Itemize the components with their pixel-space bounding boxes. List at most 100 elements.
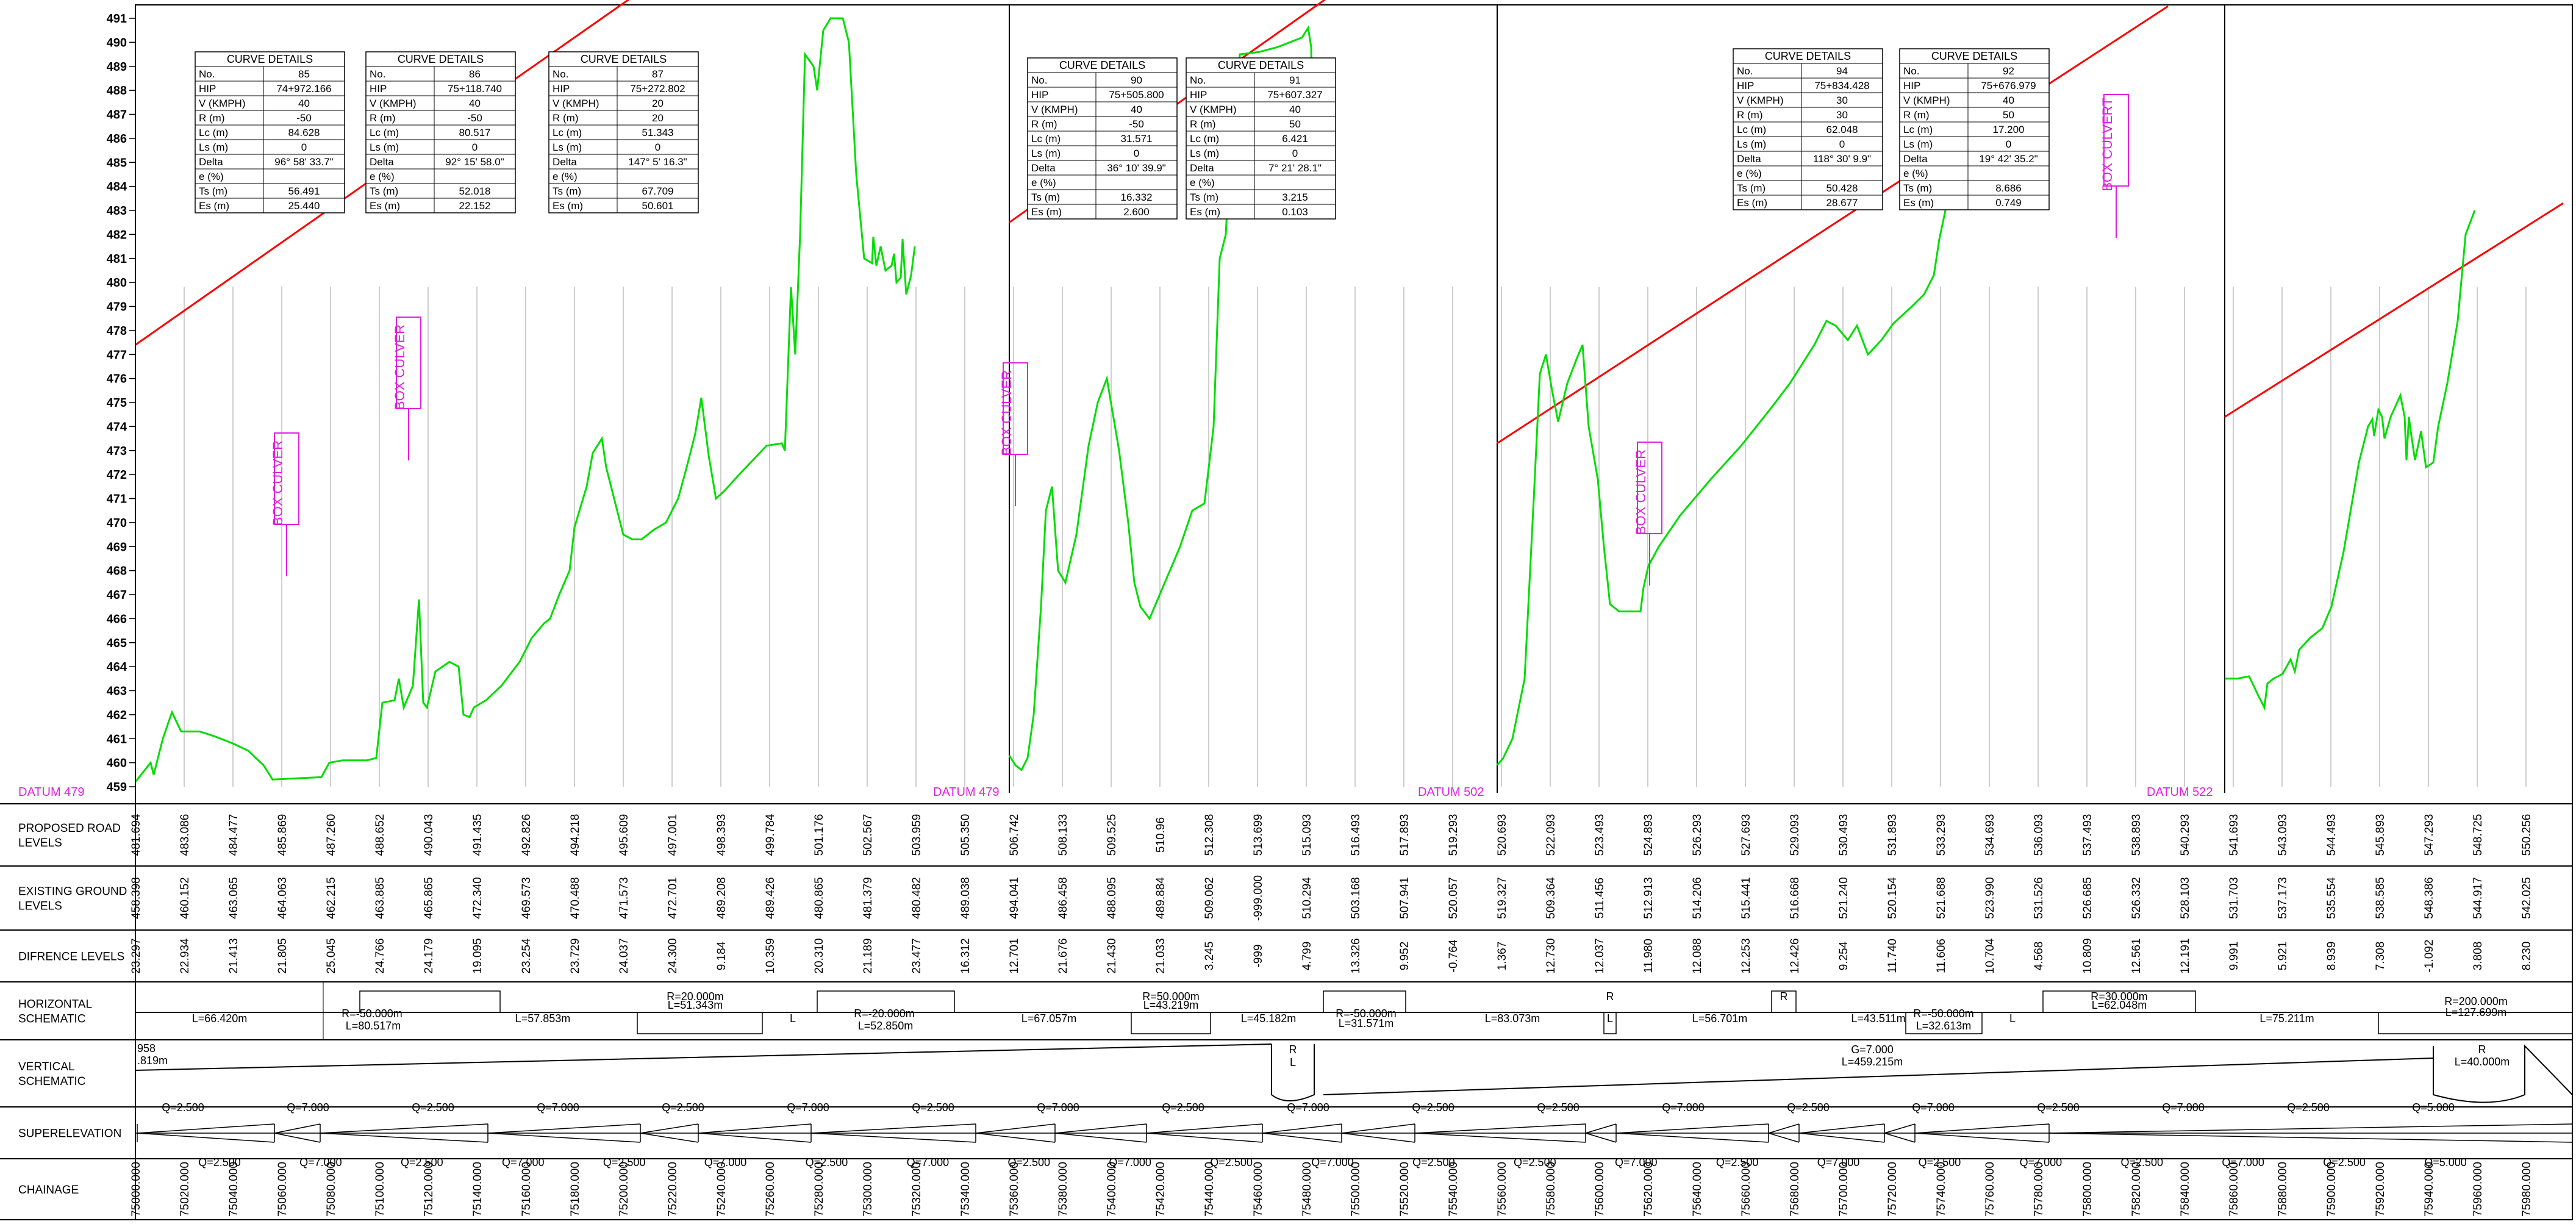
superelevation-slope (487, 1123, 641, 1134)
superelevation-label-top: Q=2.500 (1537, 1101, 1580, 1114)
table-param: Es (m) (553, 200, 583, 212)
proposed-level-value: 550.256 (2521, 814, 2533, 856)
elevation-tick-label: 489 (107, 60, 127, 74)
proposed-level-value: 488.652 (374, 814, 387, 856)
existing-level-value: 480.482 (911, 877, 923, 919)
superelevation-slope (1914, 1123, 2050, 1134)
proposed-level-value: 505.350 (959, 814, 972, 856)
table-value: 67.709 (642, 185, 674, 197)
vertical-schematic-label: L=459.215m (1842, 1056, 1903, 1068)
horizontal-schematic-label: L=83.073m (1485, 1012, 1540, 1025)
difference-level-value: 25.045 (325, 938, 338, 973)
proposed-level-value: 516.493 (1350, 814, 1362, 856)
existing-level-value: 481.379 (862, 877, 875, 919)
table-param: HIP (1737, 80, 1754, 91)
existing-ground-line (2225, 210, 2476, 711)
difference-level-value: 24.300 (667, 938, 679, 973)
superelevation-label-bottom: Q=2.500 (806, 1156, 848, 1169)
difference-level-value: 16.312 (959, 938, 972, 973)
superelevation-label-bottom: Q=2.500 (2120, 1156, 2163, 1169)
horizontal-schematic-label: R=-20.000m (854, 1007, 915, 1020)
existing-level-value: 511.456 (1594, 878, 1606, 918)
proposed-level-value: 503.959 (911, 814, 923, 856)
difference-level-value: 9.952 (1398, 942, 1411, 971)
horizontal-schematic-label: R=-50.000m (1336, 1007, 1397, 1020)
table-param: R (m) (1737, 109, 1762, 121)
difference-level-value: 22.934 (179, 938, 191, 974)
table-param: No. (1903, 65, 1919, 77)
chainage-value: 75780.000 (2033, 1162, 2045, 1217)
chainage-value: 75100.000 (374, 1162, 387, 1217)
table-value: 0 (1134, 148, 1139, 159)
chainage-value: 75080.000 (325, 1162, 338, 1217)
elevation-tick-label: 483 (107, 204, 127, 218)
table-value: 75+272.802 (630, 83, 685, 95)
superelevation-label-bottom: Q=2.500 (1412, 1156, 1455, 1169)
elevation-tick-label: 461 (107, 732, 127, 746)
proposed-level-value: 508.133 (1057, 814, 1070, 856)
chainage-value: 75820.000 (2130, 1162, 2143, 1217)
table-value: 147° 5' 16.3" (628, 156, 687, 168)
elevation-tick-label: 484 (107, 181, 127, 194)
chainage-value: 75240.000 (715, 1162, 728, 1217)
superelevation-label-bottom: Q=2.500 (198, 1156, 241, 1169)
superelevation-label-bottom: Q=2.500 (401, 1156, 443, 1169)
table-value: 28.677 (1826, 197, 1858, 209)
existing-level-value: 486.458 (1057, 877, 1070, 919)
table-value: 16.332 (1121, 191, 1153, 203)
existing-level-value: 531.703 (2228, 877, 2241, 919)
chainage-value: 75620.000 (1642, 1162, 1655, 1217)
difference-level-value: 12.253 (1740, 938, 1753, 973)
table-param: e (%) (199, 171, 224, 182)
elevation-tick-label: 477 (107, 348, 127, 362)
existing-level-value: 509.062 (1203, 877, 1216, 919)
superelevation-slope (698, 1133, 812, 1143)
superelevation-label-top: Q=2.500 (662, 1101, 704, 1114)
superelevation-label-bottom: Q=7.000 (1615, 1156, 1658, 1169)
horizontal-schematic-label: R (1606, 990, 1614, 1003)
band-label: HORIZONTAL (18, 998, 92, 1011)
table-param: V (KMPH) (1737, 95, 1784, 106)
horizontal-curve-box (817, 990, 955, 1013)
existing-level-value: 523.990 (1984, 877, 1997, 919)
chainage-value: 75700.000 (1837, 1162, 1850, 1217)
table-value: 75+118.740 (448, 83, 502, 95)
table-value: 20 (652, 112, 664, 124)
horizontal-schematic-label: L=66.420m (192, 1012, 248, 1025)
superelevation-slope (1262, 1123, 1342, 1134)
table-param: HIP (553, 83, 570, 95)
table-param: HIP (370, 83, 387, 95)
existing-level-value: 526.685 (2081, 877, 2094, 919)
superelevation-label-top: Q=7.000 (787, 1101, 829, 1114)
table-title: CURVE DETAILS (1765, 50, 1851, 62)
existing-level-value: 538.585 (2374, 877, 2387, 919)
existing-level-value: 472.340 (471, 877, 484, 919)
table-param: V (KMPH) (1903, 95, 1950, 106)
difference-level-value: 12.037 (1594, 938, 1606, 973)
elevation-tick-label: 482 (107, 228, 127, 242)
difference-level-value: 21.033 (1154, 938, 1167, 973)
superelevation-slope (975, 1123, 1056, 1134)
existing-level-value: 463.885 (374, 877, 387, 919)
table-value: 86 (469, 68, 481, 80)
superelevation-label-bottom: Q=2.500 (1210, 1156, 1253, 1169)
horizontal-schematic-label: L=57.853m (515, 1012, 571, 1025)
table-value: 30 (1836, 109, 1848, 121)
table-value: 31.571 (1121, 133, 1153, 145)
superelevation-slope (640, 1133, 699, 1143)
chainage-value: 75300.000 (862, 1162, 875, 1217)
table-param: Lc (m) (370, 127, 399, 138)
chainage-value: 75180.000 (569, 1162, 582, 1217)
existing-level-value: 542.025 (2521, 877, 2533, 919)
superelevation-slope (1884, 1133, 1916, 1143)
table-title: CURVE DETAILS (581, 53, 667, 65)
elevation-tick-label: 472 (107, 468, 127, 482)
table-value: 17.200 (1993, 124, 2025, 135)
chainage-value: 75940.000 (2423, 1162, 2436, 1217)
superelevation-slope (2048, 1123, 2573, 1134)
table-param: Es (m) (370, 200, 400, 212)
proposed-level-value: 490.043 (423, 814, 435, 856)
proposed-level-value: 492.826 (520, 814, 533, 856)
horizontal-schematic-label: R=-50.000m (1913, 1007, 1974, 1020)
proposed-level-value: 502.567 (862, 814, 875, 856)
